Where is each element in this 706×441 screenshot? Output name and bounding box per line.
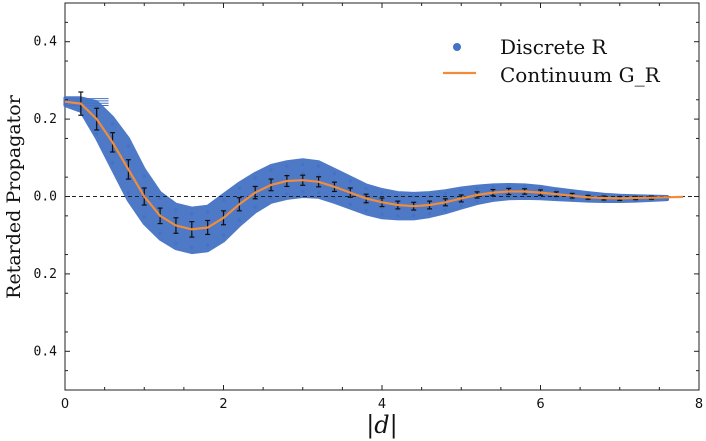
x-tick-label: 0: [61, 397, 69, 412]
legend-marker-discrete: [453, 43, 461, 51]
legend-label-discrete: Discrete R: [500, 35, 608, 59]
discrete-r-point: [396, 214, 400, 218]
discrete-r-point: [443, 191, 447, 196]
discrete-r-point: [221, 233, 226, 237]
discrete-r-point: [285, 164, 289, 168]
discrete-r-point: [586, 192, 590, 196]
legend-label-continuum: Continuum G_R: [500, 63, 661, 87]
discrete-r-point: [570, 190, 574, 194]
x-axis-ticks: 0 2 4 6 8: [61, 3, 703, 412]
discrete-r-point: [317, 164, 321, 168]
x-tick-label: 2: [219, 397, 227, 412]
discrete-r-point: [554, 188, 559, 192]
discrete-r-point: [412, 214, 416, 218]
discrete-r-point: [174, 241, 178, 245]
discrete-r-point: [269, 168, 273, 172]
discrete-r-point: [427, 212, 432, 216]
discrete-r-point: [110, 122, 115, 126]
discrete-r-point: [507, 184, 511, 188]
discrete-r-point: [206, 210, 210, 214]
y-axis-label: Retarded Propagator: [3, 94, 25, 299]
discrete-r-point: [253, 176, 257, 180]
legend: Discrete R Continuum G_R: [443, 35, 661, 87]
discrete-r-point: [348, 179, 352, 183]
discrete-r-point: [110, 161, 115, 165]
y-tick-label: 0.2: [34, 267, 57, 282]
continuum-gr-line: [64, 100, 684, 231]
discrete-r-point: [206, 243, 210, 247]
discrete-r-point: [380, 212, 384, 216]
discrete-r-point: [412, 195, 416, 199]
discrete-r-point: [475, 199, 479, 203]
discrete-r-point: [126, 191, 130, 195]
x-tick-label: 4: [378, 397, 386, 412]
y-tick-label: 0.4: [34, 35, 58, 50]
x-tick-label: 6: [536, 397, 544, 412]
y-tick-label: 0.4: [34, 344, 58, 359]
discrete-r-point: [158, 196, 162, 200]
discrete-r-point: [523, 195, 527, 199]
y-tick-label: 0.0: [34, 190, 57, 205]
discrete-r-point: [221, 198, 226, 202]
x-axis-label: |d|: [366, 411, 398, 440]
discrete-r-point: [380, 191, 384, 195]
discrete-r-point: [174, 208, 178, 212]
discrete-r-point: [443, 208, 447, 212]
discrete-r-point: [142, 174, 146, 178]
discrete-r-point: [317, 173, 321, 177]
discrete-r-point: [491, 196, 495, 200]
discrete-r-point: [364, 208, 368, 212]
discrete-r-point: [332, 171, 336, 176]
discrete-r-point: [332, 196, 336, 200]
discrete-r-point: [158, 231, 162, 235]
discrete-r-point: [237, 218, 241, 222]
discrete-r-point: [301, 162, 305, 166]
discrete-r-point: [523, 185, 527, 189]
discrete-r-point: [475, 186, 479, 190]
discrete-r-point: [237, 186, 241, 190]
discrete-r-point: [253, 205, 257, 209]
discrete-r-point: [317, 191, 321, 195]
y-axis-ticks: 0.4 0.2 0.0 0.2 0.4: [34, 21, 699, 372]
discrete-r-point: [459, 188, 463, 193]
discrete-r-point: [364, 186, 368, 191]
discrete-r-point: [301, 190, 305, 194]
discrete-r-point: [491, 185, 495, 189]
discrete-r-point: [459, 204, 463, 208]
discrete-r-point: [285, 192, 289, 196]
y-tick-label: 0.2: [34, 112, 57, 127]
discrete-r-point: [190, 212, 194, 216]
discrete-r-point: [301, 171, 305, 176]
discrete-r-point: [142, 215, 146, 219]
x-tick-label: 8: [695, 397, 703, 412]
discrete-r-point: [396, 194, 400, 198]
discrete-r-point: [538, 186, 543, 190]
discrete-r-point: [190, 245, 194, 249]
discrete-r-point: [95, 132, 99, 136]
discrete-r-point: [126, 144, 130, 148]
discrete-r-point: [554, 196, 559, 200]
discrete-r-point: [348, 202, 352, 206]
